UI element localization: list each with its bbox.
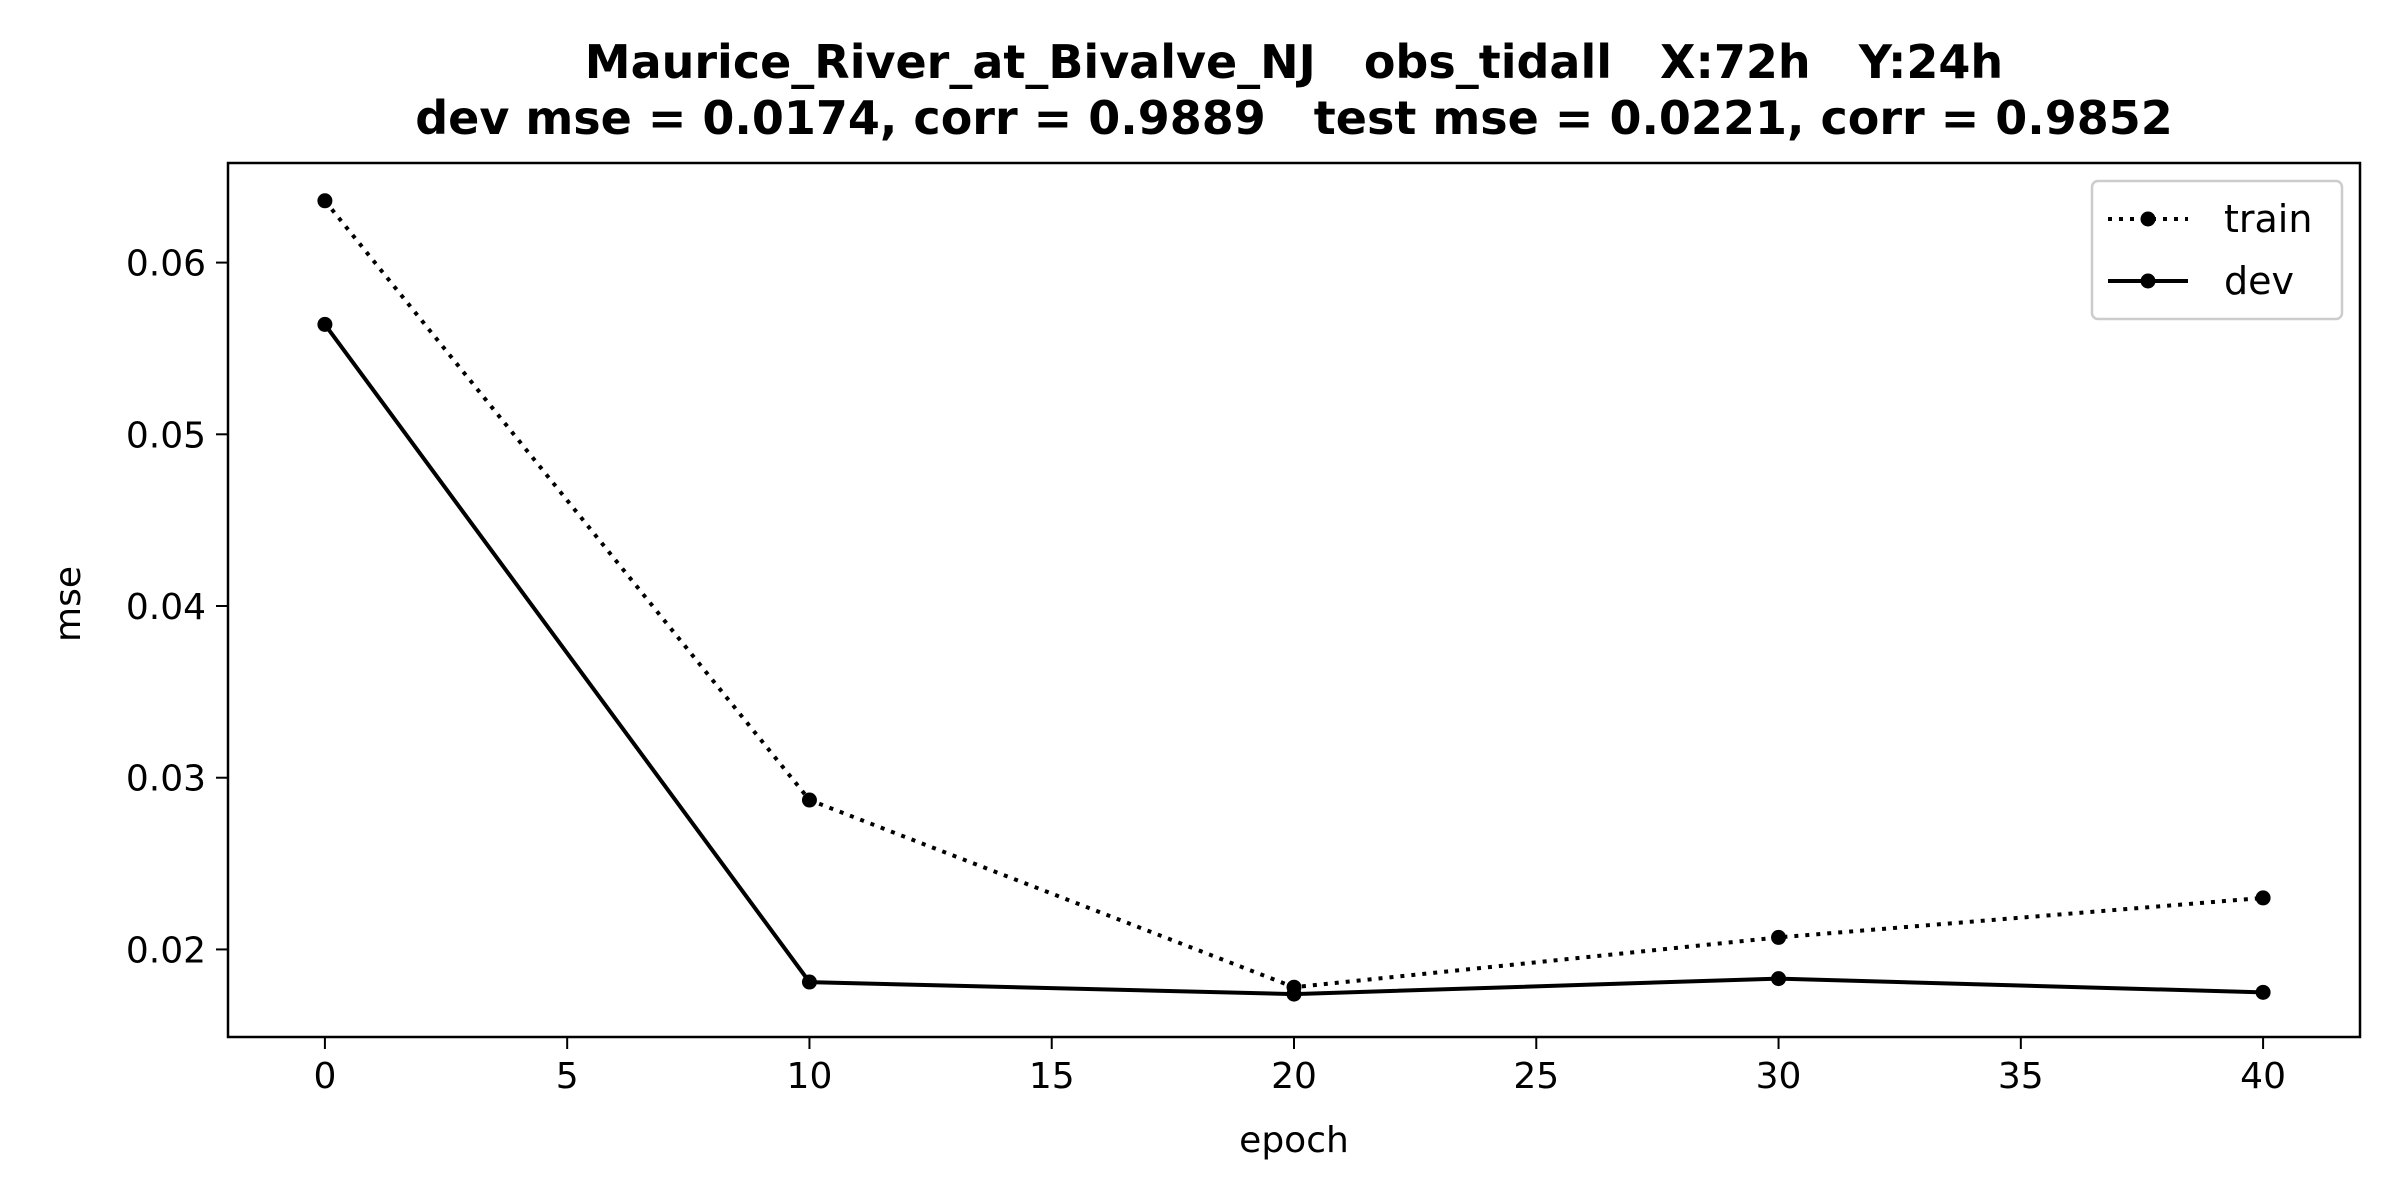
y-tick-label: 0.02 [126,930,206,971]
x-tick-label: 5 [556,1056,579,1097]
x-tick-label: 40 [2240,1056,2286,1097]
data-point-dev [1286,986,1302,1002]
x-axis-label: epoch [1239,1120,1349,1161]
data-point-train [801,792,817,808]
data-point-dev [801,974,817,990]
series-train [317,193,2271,995]
legend-label-train: train [2224,197,2312,241]
chart-title: Maurice_River_at_Bivalve_NJ obs_tidall X… [585,35,2003,89]
series-line-train [323,199,2264,990]
x-tick-label: 10 [787,1056,833,1097]
data-point-train [2255,890,2271,906]
y-tick-label: 0.06 [126,244,206,285]
legend-marker-train [2140,211,2156,227]
data-point-train [1771,929,1787,945]
y-tick-label: 0.03 [126,759,206,800]
x-axis: 0 5 10 15 20 25 30 35 40 [313,1037,2286,1097]
x-tick-label: 20 [1271,1056,1317,1097]
y-tick-label: 0.05 [126,415,206,456]
legend-marker-dev [2140,273,2156,289]
x-tick-label: 30 [1756,1056,1802,1097]
plot-frame [226,161,2362,1039]
x-tick-label: 35 [1998,1056,2044,1097]
x-tick-label: 0 [313,1056,336,1097]
legend-label-dev: dev [2224,259,2294,303]
series-line-dev [323,323,2264,997]
series-dev [317,316,2271,1002]
x-tick-label: 25 [1513,1056,1559,1097]
chart-subtitle: dev mse = 0.0174, corr = 0.9889 test mse… [415,91,2173,145]
data-point-dev [317,316,333,332]
series-layer [317,193,2271,1002]
data-point-dev [2255,984,2271,1000]
plot-area [226,161,2362,1039]
x-tick-label: 15 [1029,1056,1075,1097]
legend: train dev [2090,179,2344,321]
data-point-dev [1771,971,1787,987]
data-point-train [317,193,333,209]
y-tick-label: 0.04 [126,587,206,628]
y-axis: 0.02 0.03 0.04 0.05 0.06 [126,244,228,971]
y-axis-label: mse [48,566,89,642]
